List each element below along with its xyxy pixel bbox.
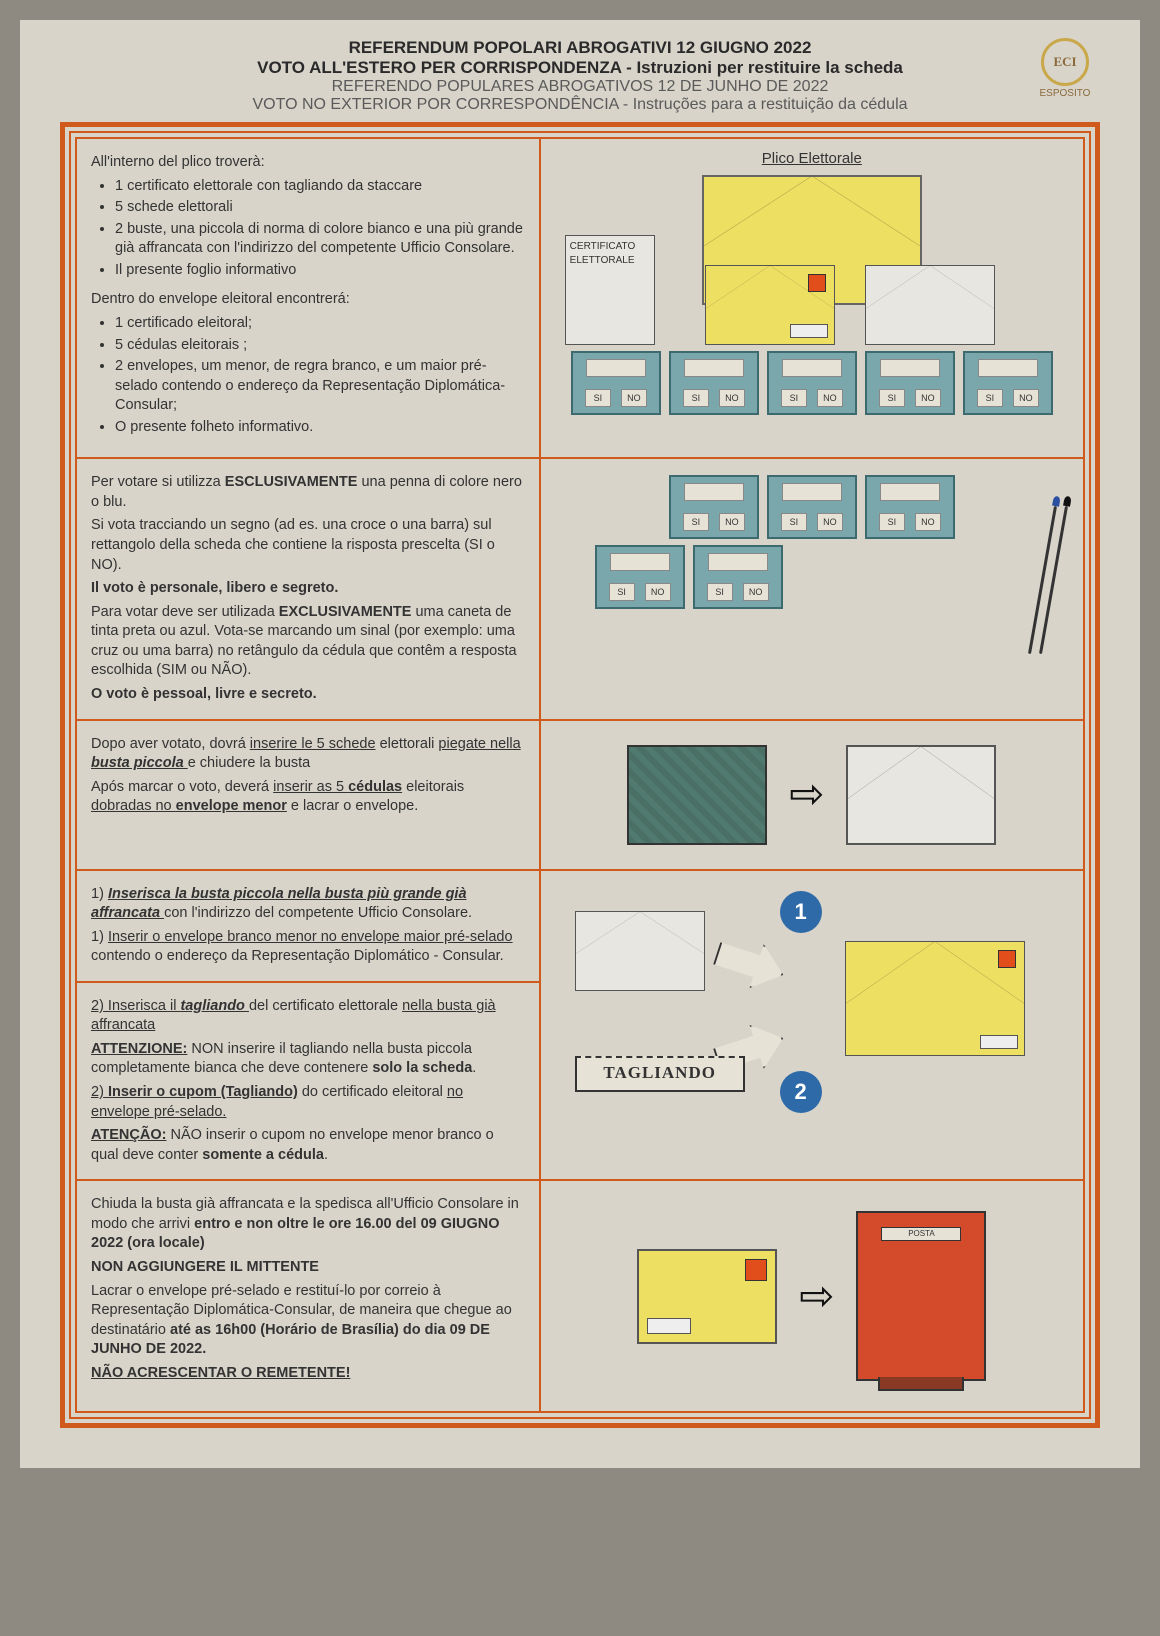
s4-diagram: 1 TAGLIANDO 2 bbox=[540, 870, 1084, 1181]
ballot-icon: SINO bbox=[669, 351, 759, 415]
white-envelope-icon bbox=[846, 745, 996, 845]
logo-brand-text: ESPOSITO bbox=[1020, 88, 1110, 99]
certificate-icon: CERTIFICATO ELETTORALE bbox=[565, 235, 655, 345]
ballot-icon: SINO bbox=[595, 545, 685, 609]
list-item: 2 envelopes, um menor, de regra branco, … bbox=[115, 357, 525, 416]
yellow-envelope-icon bbox=[705, 265, 835, 345]
ballots-row: SINO SINO SINO SINO SINO bbox=[555, 351, 1069, 415]
mailbox-icon: POSTA bbox=[856, 1211, 986, 1381]
list-item: 1 certificato elettorale con tagliando d… bbox=[115, 177, 525, 197]
folded-ballot-icon bbox=[627, 745, 767, 845]
page: ECI ESPOSITO REFERENDUM POPOLARI ABROGAT… bbox=[20, 20, 1140, 1468]
arrow-right-icon: ⇨ bbox=[799, 1268, 834, 1325]
s1-pt-lead: Dentro do envelope eleitoral encontrerá: bbox=[91, 290, 525, 310]
ballot-icon: SINO bbox=[767, 475, 857, 539]
yellow-envelope-icon bbox=[845, 941, 1025, 1056]
header-block: REFERENDUM POPOLARI ABROGATIVI 12 GIUGNO… bbox=[60, 38, 1100, 114]
arrow-right-icon bbox=[709, 931, 790, 996]
list-item: O presente folheto informativo. bbox=[115, 418, 525, 438]
s4-text: 1) Inserisca la busta piccola nella bust… bbox=[76, 870, 540, 1181]
ballot-icon: SINO bbox=[865, 475, 955, 539]
arrow-right-icon: ⇨ bbox=[789, 766, 824, 823]
title-pt-1: REFERENDO POPULARES ABROGATIVOS 12 DE JU… bbox=[60, 78, 1100, 96]
title-it-1: REFERENDUM POPOLARI ABROGATIVI 12 GIUGNO… bbox=[60, 38, 1100, 58]
inner-frame: All'interno del plico troverà: 1 certifi… bbox=[69, 131, 1091, 1419]
ballot-icon: SINO bbox=[693, 545, 783, 609]
s1-it-list: 1 certificato elettorale con tagliando d… bbox=[91, 177, 525, 281]
title-pt-2: VOTO NO EXTERIOR POR CORRESPONDÊNCIA - I… bbox=[60, 96, 1100, 114]
outer-frame: All'interno del plico troverà: 1 certifi… bbox=[60, 122, 1100, 1428]
instruction-table: All'interno del plico troverà: 1 certifi… bbox=[75, 137, 1085, 1413]
brand-logo: ECI ESPOSITO bbox=[1020, 38, 1110, 99]
s2-text: Per votare si utilizza ESCLUSIVAMENTE un… bbox=[76, 458, 540, 719]
ballot-icon: SINO bbox=[571, 351, 661, 415]
list-item: 5 cédulas eleitorais ; bbox=[115, 336, 525, 356]
s5-diagram: ⇨ POSTA bbox=[540, 1180, 1084, 1412]
list-item: 1 certificado eleitoral; bbox=[115, 314, 525, 334]
ballot-icon: SINO bbox=[669, 475, 759, 539]
yellow-envelope-icon bbox=[637, 1249, 777, 1344]
s1-it-lead: All'interno del plico troverà: bbox=[91, 153, 525, 173]
s1-pt-list: 1 certificado eleitoral; 5 cédulas eleit… bbox=[91, 314, 525, 437]
step-1-badge: 1 bbox=[780, 891, 822, 933]
list-item: 5 schede elettorali bbox=[115, 198, 525, 218]
ballot-icon: SINO bbox=[865, 351, 955, 415]
s5-text: Chiuda la busta già affrancata e la sped… bbox=[76, 1180, 540, 1412]
step-2-badge: 2 bbox=[780, 1071, 822, 1113]
list-item: Il presente foglio informativo bbox=[115, 261, 525, 281]
s1-diagram: Plico Elettorale CERTIFICATO ELETTORALE … bbox=[540, 138, 1084, 458]
s2-diagram: SINO SINO SINO SINO SINO bbox=[540, 458, 1084, 719]
white-envelope-icon bbox=[575, 911, 705, 991]
s3-diagram: ⇨ bbox=[540, 720, 1084, 870]
title-it-2: VOTO ALL'ESTERO PER CORRISPONDENZA - Ist… bbox=[60, 58, 1100, 78]
list-item: 2 buste, una piccola di norma di colore … bbox=[115, 220, 525, 259]
white-envelope-icon bbox=[865, 265, 995, 345]
ballot-icon: SINO bbox=[767, 351, 857, 415]
ballot-icon: SINO bbox=[963, 351, 1053, 415]
logo-badge: ECI bbox=[1041, 38, 1089, 86]
s3-text: Dopo aver votato, dovrá inserire le 5 sc… bbox=[76, 720, 540, 870]
plico-label: Plico Elettorale bbox=[555, 149, 1069, 169]
s1-text: All'interno del plico troverà: 1 certifi… bbox=[76, 138, 540, 458]
pens-icon bbox=[1037, 505, 1059, 662]
tagliando-strip: TAGLIANDO bbox=[575, 1056, 745, 1092]
